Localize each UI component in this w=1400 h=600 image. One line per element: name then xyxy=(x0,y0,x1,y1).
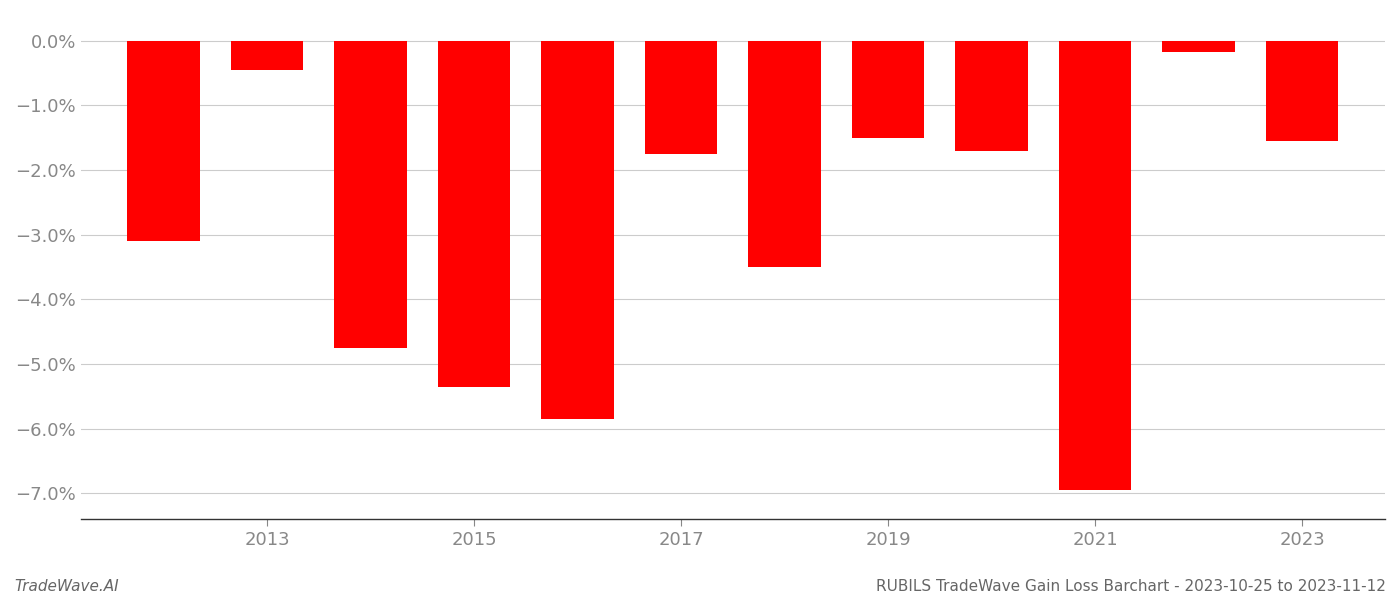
Bar xyxy=(335,41,407,348)
Bar xyxy=(1058,41,1131,490)
Bar xyxy=(749,41,820,267)
Bar xyxy=(438,41,510,386)
Bar xyxy=(851,41,924,138)
Bar xyxy=(1162,41,1235,52)
Bar xyxy=(542,41,613,419)
Bar xyxy=(645,41,717,154)
Text: TradeWave.AI: TradeWave.AI xyxy=(14,579,119,594)
Bar xyxy=(955,41,1028,151)
Bar xyxy=(127,41,200,241)
Bar xyxy=(231,41,304,70)
Bar xyxy=(1266,41,1338,141)
Text: RUBILS TradeWave Gain Loss Barchart - 2023-10-25 to 2023-11-12: RUBILS TradeWave Gain Loss Barchart - 20… xyxy=(876,579,1386,594)
